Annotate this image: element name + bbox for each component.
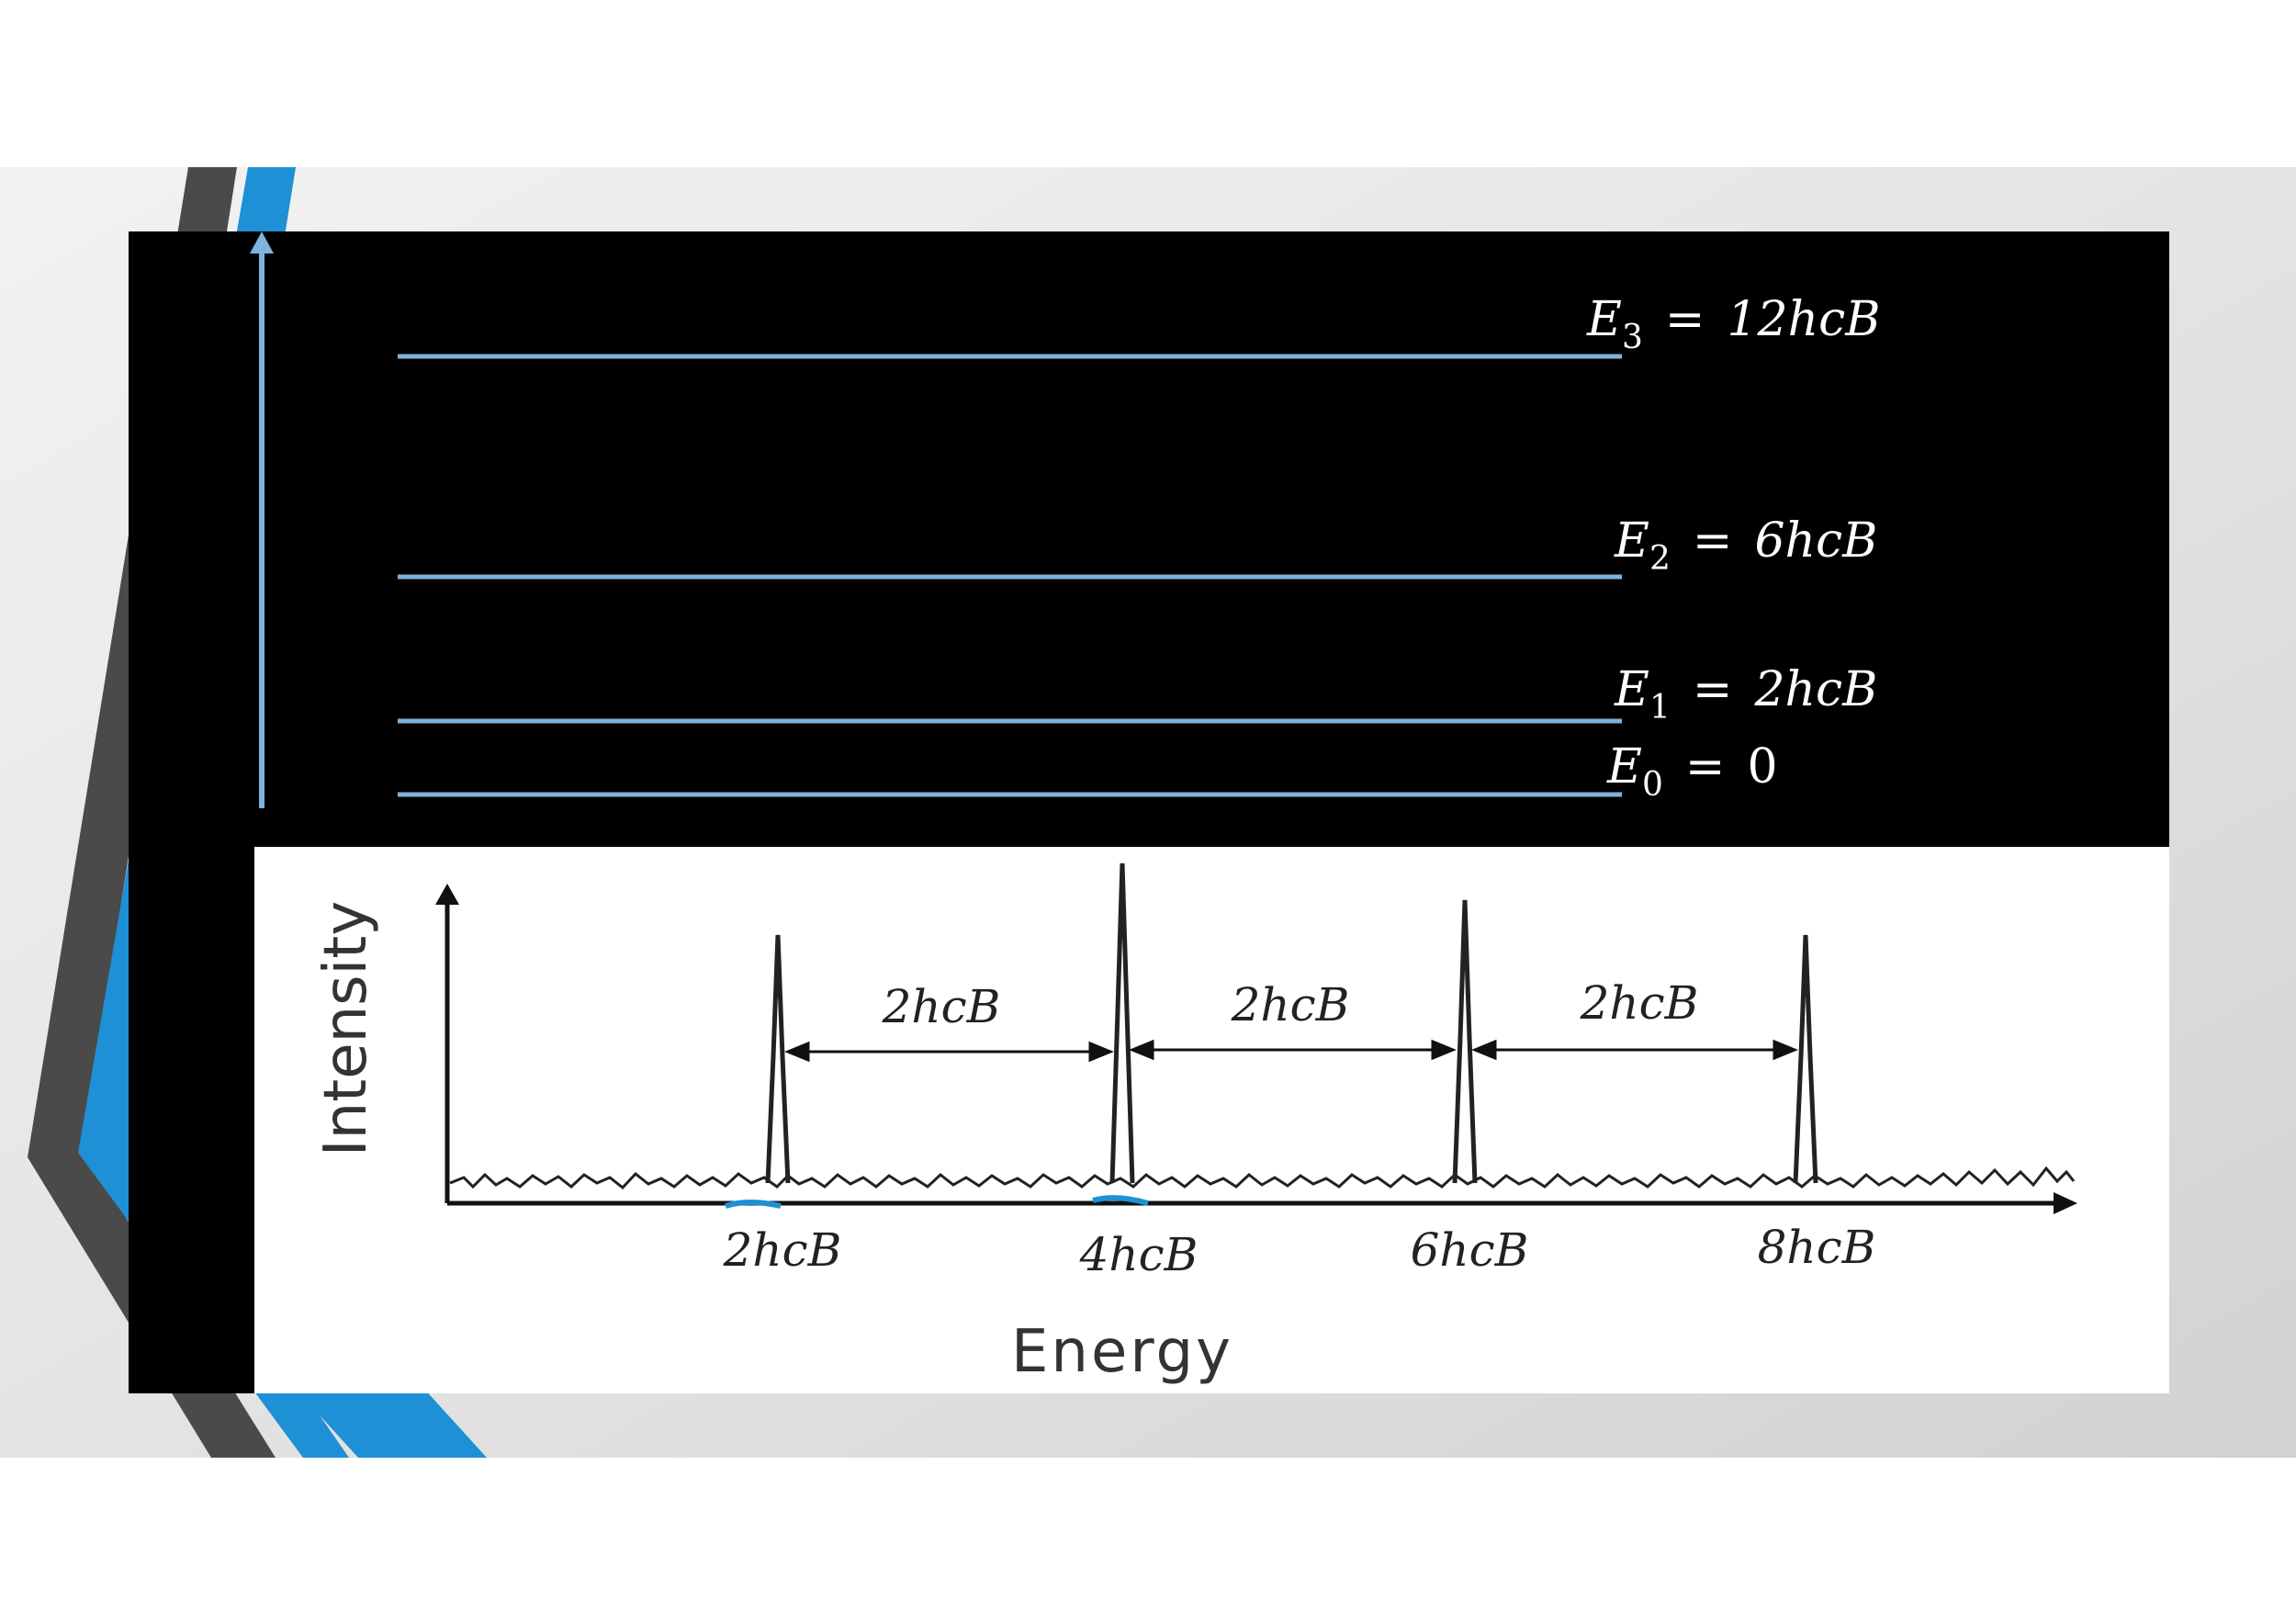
spectrum-baseline-noise	[449, 1166, 2076, 1190]
energy-level-label-3: E3 = 12hcB	[1586, 292, 1880, 356]
blue-tick-mark-1	[725, 1200, 782, 1209]
spacing-arrow-2	[1129, 1039, 1457, 1061]
spectrum-x-axis	[447, 1192, 2077, 1214]
spectrum-peak-3	[1452, 899, 1478, 1184]
energy-axis-arrow	[250, 231, 274, 808]
spectrum-peak-4	[1793, 934, 1818, 1184]
spacing-label-1: 2hcB	[882, 980, 1001, 1033]
energy-level-label-2: E2 = 6hcB	[1614, 513, 1877, 578]
spectrum-panel	[254, 847, 2169, 1393]
peak-label-1: 2hcB	[723, 1223, 842, 1277]
spacing-label-3: 2hcB	[1580, 976, 1699, 1030]
spacing-arrow-1	[784, 1041, 1114, 1063]
energy-level-label-0: E0 = 0	[1606, 739, 1778, 804]
energy-level-label-1: E1 = 2hcB	[1614, 662, 1877, 727]
spacing-label-2: 2hcB	[1231, 978, 1350, 1031]
decorative-bottom-blue	[294, 1387, 487, 1458]
x-axis-title: Energy	[1011, 1318, 1233, 1386]
spacing-arrow-3	[1471, 1039, 1798, 1061]
spectrum-peak-1	[765, 934, 791, 1184]
peak-label-4: 8hcB	[1758, 1221, 1876, 1274]
peak-label-2: 4hcB	[1079, 1228, 1199, 1281]
y-axis-title: Intensity	[312, 901, 380, 1157]
peak-label-3: 6hcB	[1411, 1223, 1529, 1277]
spectrum-peak-2	[1109, 862, 1135, 1184]
spectrum-y-axis	[435, 884, 459, 1203]
blue-tick-mark-2	[1092, 1195, 1149, 1206]
